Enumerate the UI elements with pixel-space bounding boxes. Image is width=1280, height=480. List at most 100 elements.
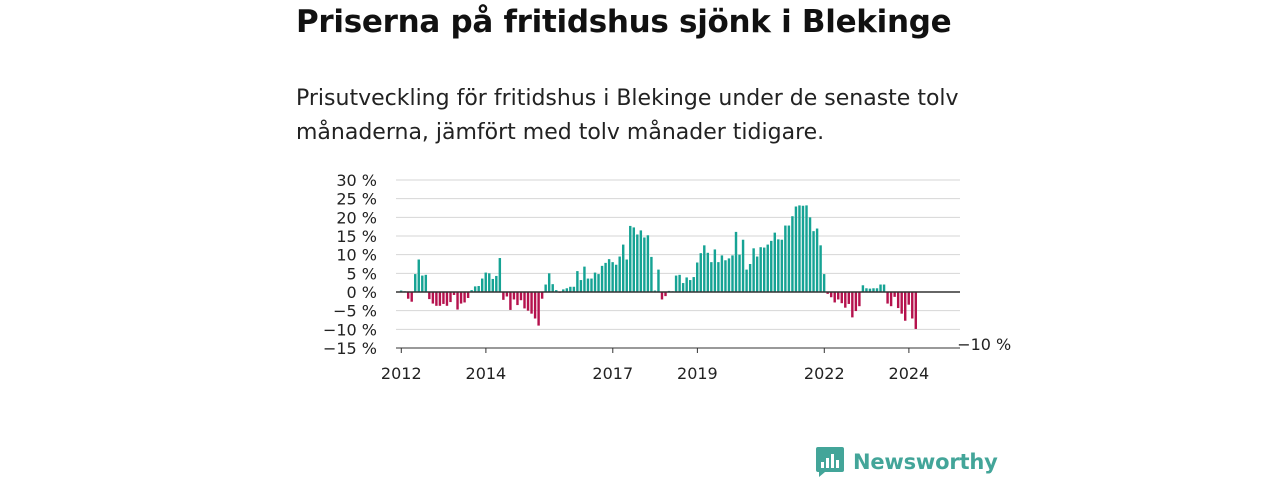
bar [724,260,727,292]
bar [421,275,424,292]
bar [703,245,706,292]
bar [473,286,477,292]
bar [417,259,420,292]
bar [745,269,748,292]
last-value-label: −10 % [957,335,1011,354]
bar [495,275,498,292]
bar [481,278,484,292]
grid-lines [396,179,960,349]
bar [442,292,445,304]
x-tick-label: 2024 [889,364,930,383]
bar [738,254,741,292]
bar [833,292,836,303]
y-tick-label: 15 % [336,227,377,246]
bar [449,292,452,303]
bar [829,292,833,298]
bar [600,265,604,292]
bar [431,292,435,304]
bar [639,230,643,292]
bar [763,247,766,292]
bar [414,274,417,292]
bar [812,231,815,292]
bar [452,292,456,295]
bar [456,292,459,310]
y-tick-label: −10 % [323,320,377,339]
bar [526,292,530,311]
chart-title: Priserna på fritidshus sjönk i Blekinge [296,4,952,40]
bar [579,280,583,292]
y-tick-label: −15 % [323,339,377,358]
bar [748,264,752,292]
bar [463,292,466,303]
bar [466,292,470,298]
bar [907,292,910,305]
bar [826,292,829,294]
bar [544,284,547,292]
x-tick-label: 2012 [381,364,422,383]
bar [424,274,428,292]
bar [406,292,410,299]
bar [787,225,791,292]
bar [837,292,840,300]
bar [879,284,882,292]
bar [502,292,505,300]
x-tick-label: 2014 [466,364,507,383]
bar [847,292,851,304]
bar [498,258,502,292]
bar [477,286,480,292]
bar [699,253,702,292]
bar [629,225,632,292]
bar [664,292,667,297]
bar [889,292,893,307]
bar [872,288,875,292]
bar [597,274,600,292]
bar [590,278,593,292]
bar [766,244,769,292]
bar [438,292,442,306]
bar [773,232,776,292]
bar [706,252,710,292]
bar [727,258,731,292]
bar [844,292,847,308]
bar [688,280,692,292]
bar [618,256,621,292]
y-tick-label: 5 % [347,264,377,283]
bar [681,283,685,292]
bar [660,292,664,300]
bar [861,285,865,292]
y-axis-tick-labels: 30 %25 %20 %15 %10 %5 %0 %−5 %−10 %−15 % [323,171,377,358]
bar [875,288,879,292]
bar [904,292,907,321]
bar [794,206,798,292]
bar [519,292,523,301]
bar [484,272,487,292]
x-tick-label: 2017 [592,364,633,383]
bar-series [399,205,917,329]
newsworthy-bar-chart-logo-icon [816,447,844,477]
bar [576,271,579,292]
bar [516,292,519,306]
bar [565,288,569,292]
y-tick-label: 20 % [336,208,377,227]
y-tick-label: 0 % [347,283,377,302]
brand-name: Newsworthy [853,450,998,474]
bar [643,237,646,292]
bar [893,292,896,297]
bar [692,277,695,292]
bar [572,286,576,292]
bar [428,292,431,300]
bar [720,255,724,292]
bar [822,274,826,292]
bar [717,262,720,292]
bar [710,262,713,292]
bar [805,205,808,292]
bar [583,266,586,292]
bar [911,292,914,319]
bar [547,273,551,292]
bar [491,278,494,292]
y-tick-label: −5 % [333,302,377,321]
chart-subtitle: Prisutveckling för fritidshus i Blekinge… [296,86,959,145]
bar [650,256,653,292]
bar [840,292,843,304]
